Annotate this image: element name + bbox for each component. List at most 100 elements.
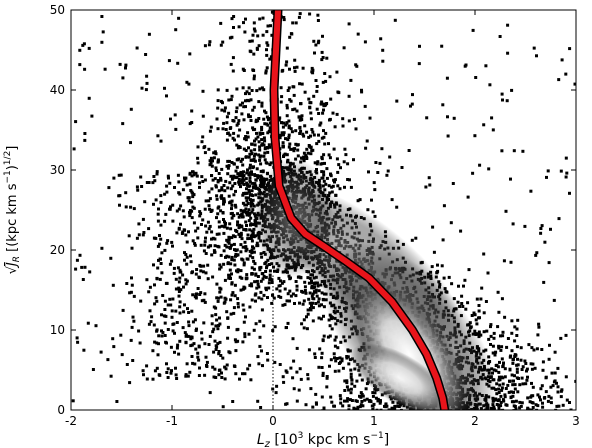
density-point <box>219 178 223 182</box>
density-point <box>241 174 245 178</box>
density-point <box>309 101 313 105</box>
density-point <box>191 293 195 297</box>
density-point <box>346 162 350 166</box>
density-point <box>551 384 555 388</box>
density-point <box>568 401 571 404</box>
density-point <box>293 302 296 305</box>
density-point <box>375 408 379 410</box>
density-point <box>260 308 264 312</box>
density-point <box>200 299 204 303</box>
density-point <box>525 378 529 382</box>
density-point <box>188 370 192 374</box>
density-point <box>217 350 221 353</box>
density-point <box>239 208 243 212</box>
density-point <box>497 403 500 407</box>
density-point <box>237 215 241 219</box>
density-point <box>355 379 359 383</box>
density-point <box>288 67 291 71</box>
density-point <box>120 353 124 357</box>
density-point <box>285 106 289 110</box>
density-point <box>232 306 236 310</box>
density-point <box>300 322 304 326</box>
density-point <box>87 46 91 50</box>
density-point <box>210 322 214 326</box>
density-point <box>227 194 231 198</box>
density-point <box>184 373 188 377</box>
density-point <box>227 98 231 102</box>
density-point <box>535 408 539 410</box>
density-point <box>201 218 205 222</box>
density-point <box>450 282 454 286</box>
density-point <box>265 115 269 119</box>
density-point <box>217 172 221 175</box>
density-point <box>253 280 257 284</box>
density-point <box>290 130 294 134</box>
density-point <box>151 181 155 185</box>
density-point <box>200 223 203 226</box>
density-point <box>254 118 258 122</box>
density-point <box>328 118 331 122</box>
density-point <box>203 178 207 182</box>
density-point <box>178 311 182 315</box>
density-point <box>490 116 494 120</box>
density-point <box>541 405 545 409</box>
density-point <box>203 373 207 377</box>
density-point <box>478 316 481 320</box>
density-point <box>521 149 525 153</box>
density-point <box>81 278 85 281</box>
density-point <box>296 148 300 152</box>
density-point <box>485 329 489 333</box>
density-point <box>207 43 211 47</box>
density-point <box>496 399 500 403</box>
density-point <box>227 164 231 168</box>
density-point <box>132 319 136 323</box>
density-point <box>342 46 346 50</box>
density-point <box>271 329 275 333</box>
density-point <box>303 124 307 128</box>
density-point <box>489 334 493 338</box>
density-point <box>231 400 235 403</box>
density-point <box>243 203 247 207</box>
density-point <box>508 379 512 383</box>
density-point <box>181 209 185 213</box>
density-point <box>203 300 207 304</box>
density-point <box>331 184 335 188</box>
density-point <box>212 249 216 253</box>
density-point <box>498 378 502 382</box>
density-point <box>449 221 453 225</box>
y-tick-label: 30 <box>50 163 65 177</box>
density-point <box>250 89 254 92</box>
density-point <box>287 119 291 123</box>
density-point <box>244 17 247 21</box>
density-point <box>560 58 564 62</box>
density-point <box>212 305 216 309</box>
density-point <box>156 134 160 138</box>
density-point <box>145 181 149 184</box>
density-point <box>407 149 411 152</box>
density-point <box>243 372 247 376</box>
density-point <box>501 408 505 410</box>
density-point <box>320 50 324 54</box>
density-point <box>183 303 186 307</box>
density-point <box>248 254 252 258</box>
density-point <box>171 244 174 248</box>
density-point <box>250 248 254 252</box>
density-point <box>121 76 125 80</box>
density-point <box>230 207 233 211</box>
density-point <box>208 224 212 228</box>
density-point <box>317 297 321 301</box>
density-point <box>306 151 310 155</box>
density-point <box>309 117 313 121</box>
density-point <box>253 174 257 178</box>
density-point <box>184 282 188 286</box>
density-point <box>322 170 326 174</box>
density-point <box>141 217 145 221</box>
density-point <box>543 396 547 399</box>
density-point <box>293 58 297 62</box>
density-point <box>368 116 372 120</box>
density-point <box>573 82 576 86</box>
density-point <box>258 319 262 323</box>
density-point <box>341 404 345 408</box>
density-point <box>235 143 239 147</box>
density-point <box>204 224 208 228</box>
